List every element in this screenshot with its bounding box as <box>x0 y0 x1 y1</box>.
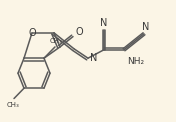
Text: N: N <box>142 22 150 32</box>
Text: N: N <box>90 53 97 63</box>
Text: NH₂: NH₂ <box>127 57 144 66</box>
Text: CH₃: CH₃ <box>50 38 62 44</box>
Text: O: O <box>28 28 36 38</box>
Text: N: N <box>100 18 108 28</box>
Text: O: O <box>75 27 83 37</box>
Text: CH₃: CH₃ <box>7 102 19 108</box>
